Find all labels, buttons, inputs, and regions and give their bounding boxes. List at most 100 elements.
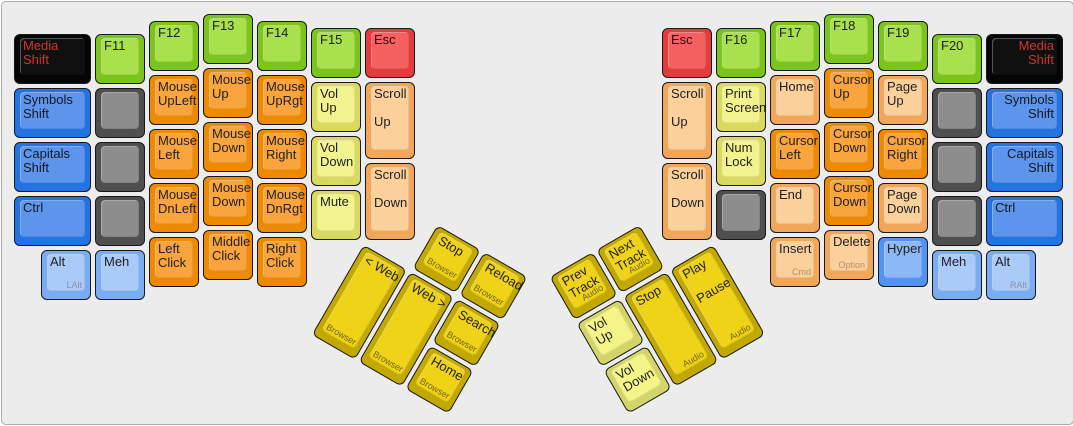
- key-print-screen[interactable]: Print Screen: [716, 81, 767, 132]
- key-mouse-up[interactable]: Mouse Up: [203, 68, 253, 118]
- key-legend: Mouse Down: [212, 180, 252, 209]
- key-face: Delete Option: [830, 234, 871, 271]
- key-end[interactable]: End: [770, 182, 820, 233]
- key-vol-up-left[interactable]: Vol Up: [311, 81, 361, 132]
- key-face: Alt LAlt: [47, 254, 85, 292]
- key-sub-legend: Audio: [727, 321, 753, 342]
- key-blank-right-3[interactable]: [932, 142, 982, 193]
- key-cursor-left[interactable]: Cursor Left: [770, 128, 820, 179]
- key-symbols-shift-right[interactable]: Symbols Shift: [986, 88, 1063, 139]
- key-legend: Alt: [995, 254, 1011, 270]
- key-alt-right[interactable]: Alt RAlt: [986, 250, 1036, 301]
- key-f15[interactable]: F15: [311, 27, 361, 78]
- key-hyper[interactable]: Hyper: [878, 236, 928, 287]
- key-cursor-up[interactable]: Cursor Up: [824, 68, 874, 118]
- key-f17[interactable]: F17: [770, 20, 820, 71]
- key-mute[interactable]: Mute: [311, 189, 361, 240]
- key-f20[interactable]: F20: [932, 34, 982, 85]
- key-media-shift-right[interactable]: Media Shift: [986, 34, 1063, 85]
- key-blank-left-3[interactable]: [95, 196, 145, 247]
- key-alt-left[interactable]: Alt LAlt: [41, 250, 91, 301]
- key-face: Scroll Down: [668, 166, 706, 231]
- key-page-down[interactable]: Page Down: [878, 182, 928, 233]
- key-legend: Mouse Right: [266, 132, 306, 162]
- key-face: Home: [776, 78, 814, 116]
- key-mouse-dnrgt[interactable]: Mouse DnRgt: [257, 182, 307, 233]
- key-legend: F11: [104, 38, 126, 54]
- key-blank-right-1[interactable]: [716, 189, 766, 240]
- key-legend: Vol Down: [320, 139, 354, 169]
- key-face: Mouse Down: [209, 126, 251, 163]
- key-meh-right[interactable]: Meh: [932, 250, 982, 301]
- key-blank-right-4[interactable]: [932, 196, 982, 247]
- key-insert[interactable]: Insert Cmd: [770, 236, 820, 287]
- key-middle-click[interactable]: Middle Click: [203, 230, 253, 280]
- key-vol-down-left[interactable]: Vol Down: [311, 135, 361, 186]
- key-media-shift-left[interactable]: Media Shift: [14, 34, 91, 85]
- key-f18[interactable]: F18: [824, 14, 874, 64]
- key-mouse-left[interactable]: Mouse Left: [149, 128, 199, 179]
- key-legend: Left Click: [158, 240, 187, 270]
- key-face: F12: [155, 24, 193, 62]
- key-right-click[interactable]: Right Click: [257, 236, 307, 287]
- key-scroll-down-right[interactable]: Scroll Down: [662, 162, 712, 240]
- key-mouse-upleft[interactable]: Mouse UpLeft: [149, 74, 199, 125]
- key-left-click[interactable]: Left Click: [149, 236, 199, 287]
- key-capitals-shift-left[interactable]: Capitals Shift: [14, 142, 91, 193]
- key-f19[interactable]: F19: [878, 20, 928, 71]
- key-scroll-up-left[interactable]: Scroll Up: [365, 81, 415, 159]
- key-face: Ctrl: [992, 200, 1057, 238]
- key-page-up[interactable]: Page Up: [878, 74, 928, 125]
- key-num-lock[interactable]: Num Lock: [716, 135, 766, 186]
- key-capitals-shift-right[interactable]: Capitals Shift: [986, 142, 1063, 193]
- key-face: Cursor Left: [776, 132, 818, 170]
- key-scroll-up-right[interactable]: Scroll Up: [662, 81, 712, 159]
- key-legend: Scroll Up: [374, 85, 407, 129]
- key-face: Home Browser: [414, 351, 467, 403]
- key-cursor-down-2[interactable]: Cursor Down: [824, 176, 874, 226]
- key-mouse-down-1[interactable]: Mouse Down: [203, 122, 253, 172]
- key-f12[interactable]: F12: [149, 20, 199, 71]
- key-f14[interactable]: F14: [257, 20, 307, 71]
- key-face: [101, 146, 139, 184]
- key-legend: Delete: [833, 234, 871, 249]
- key-ctrl-left[interactable]: Ctrl: [14, 196, 91, 247]
- key-esc-left[interactable]: Esc: [365, 27, 415, 78]
- key-sub-legend: Browser: [371, 348, 405, 374]
- key-mouse-dnleft[interactable]: Mouse DnLeft: [149, 182, 199, 233]
- key-mouse-right[interactable]: Mouse Right: [257, 128, 307, 179]
- key-face: Scroll Up: [668, 85, 706, 150]
- key-face: Mouse DnLeft: [155, 186, 197, 224]
- key-legend: Capitals Shift: [1007, 146, 1054, 176]
- key-legend: Print Screen: [725, 85, 767, 115]
- key-blank-left-2[interactable]: [95, 142, 145, 193]
- key-mouse-down-2[interactable]: Mouse Down: [203, 176, 253, 226]
- key-meh-left[interactable]: Meh: [95, 250, 145, 301]
- key-delete[interactable]: Delete Option: [824, 230, 874, 280]
- key-f13[interactable]: F13: [203, 14, 253, 64]
- key-face: F14: [263, 24, 301, 62]
- key-f11[interactable]: F11: [95, 34, 145, 85]
- key-sub-legend: Browser: [425, 254, 459, 281]
- key-face: Right Click: [263, 240, 301, 278]
- key-legend: Vol Up: [320, 85, 339, 115]
- key-f16[interactable]: F16: [716, 27, 766, 78]
- key-face: Ctrl: [20, 200, 85, 238]
- key-cursor-down-1[interactable]: Cursor Down: [824, 122, 874, 172]
- key-blank-right-2[interactable]: [932, 88, 982, 139]
- key-home[interactable]: Home: [770, 74, 820, 125]
- key-face: Vol Down: [610, 351, 663, 403]
- key-legend: Esc: [374, 31, 396, 47]
- key-legend: Page Down: [887, 186, 921, 216]
- key-cursor-right[interactable]: Cursor Right: [878, 128, 928, 179]
- key-esc-right[interactable]: Esc: [662, 27, 712, 78]
- key-symbols-shift-left[interactable]: Symbols Shift: [14, 88, 91, 139]
- key-face: Meh: [938, 254, 976, 292]
- key-mouse-uprgt[interactable]: Mouse UpRgt: [257, 74, 307, 125]
- key-ctrl-right[interactable]: Ctrl: [986, 196, 1063, 247]
- key-blank-left-1[interactable]: [95, 88, 145, 139]
- key-legend: Play Pause: [679, 255, 734, 306]
- key-face: Meh: [101, 254, 139, 292]
- key-scroll-down-left[interactable]: Scroll Down: [365, 162, 415, 240]
